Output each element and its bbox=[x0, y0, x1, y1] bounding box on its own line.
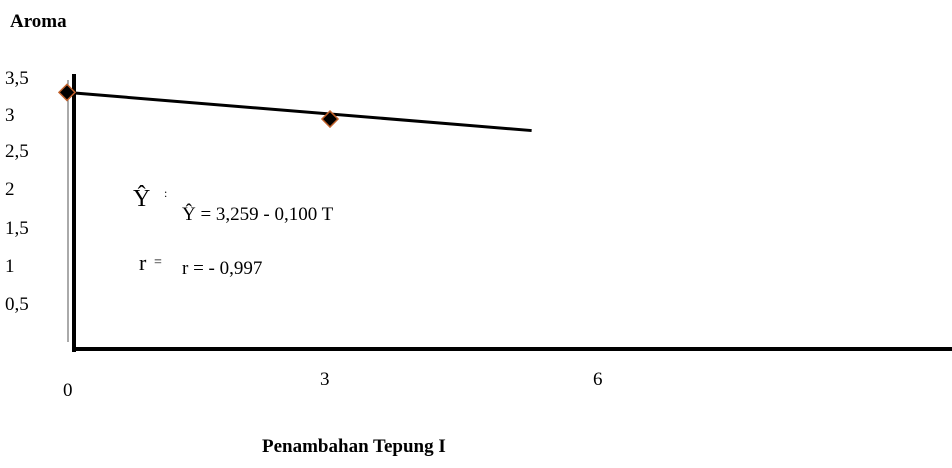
correlation-value: r = - 0,997 bbox=[182, 258, 262, 279]
data-point bbox=[57, 83, 77, 102]
y-axis-label: Aroma bbox=[10, 11, 67, 32]
y-tick-label: 2 bbox=[5, 179, 15, 200]
y-tick-label: 0,5 bbox=[5, 294, 29, 315]
x-tick-label: 6 bbox=[593, 369, 603, 390]
y-tick-label: 1,5 bbox=[5, 218, 29, 239]
data-points bbox=[57, 83, 340, 129]
y-tick-label: 2,5 bbox=[5, 141, 29, 162]
x-axis-label: Penambahan Tepung I bbox=[262, 436, 446, 457]
regression-line-group bbox=[66, 90, 532, 133]
y-tick-label: 3 bbox=[5, 105, 15, 126]
x-tick-label: 3 bbox=[320, 369, 330, 390]
r-symbol: r bbox=[139, 250, 147, 275]
regression-equation: Ŷ = 3,259 - 0,100 T bbox=[182, 203, 334, 225]
y-hat-symbol: Ŷ bbox=[133, 186, 150, 212]
y-tick-label: 3,5 bbox=[5, 68, 29, 89]
y-hat-colon: : bbox=[164, 186, 167, 200]
data-point bbox=[320, 109, 340, 129]
x-tick-labels: 0 3 6 bbox=[63, 369, 603, 401]
y-tick-label: 1 bbox=[5, 256, 15, 277]
r-eq-fragment: = bbox=[154, 255, 162, 270]
regression-line bbox=[66, 90, 532, 133]
x-tick-label: 0 bbox=[63, 380, 73, 401]
y-tick-labels: 3,5 3 2,5 2 1,5 1 0,5 bbox=[5, 68, 29, 315]
